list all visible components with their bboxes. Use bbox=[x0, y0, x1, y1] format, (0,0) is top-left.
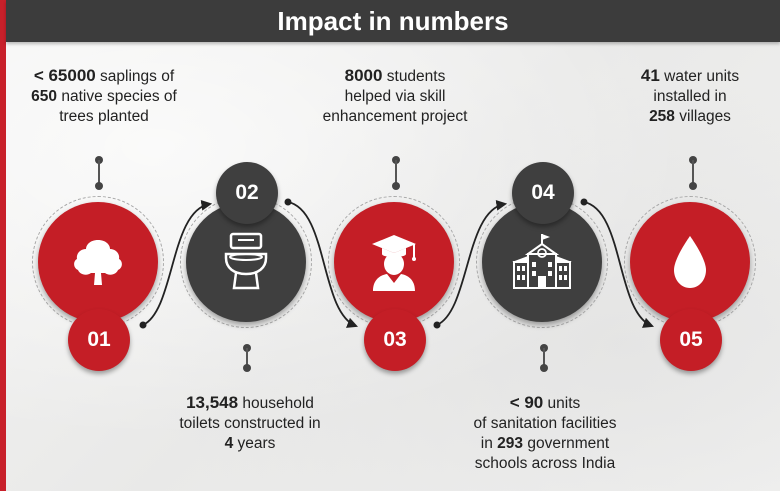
tree-icon bbox=[74, 240, 122, 285]
pin-03 bbox=[395, 160, 397, 186]
pin-01 bbox=[98, 160, 100, 186]
pin-dot-03-bottom bbox=[392, 182, 400, 190]
stat-text-01: < 65000 saplings of 650 native species o… bbox=[31, 66, 177, 125]
arrow-02-start-dot bbox=[284, 198, 292, 206]
circle-03 bbox=[334, 202, 454, 322]
circle-05 bbox=[630, 202, 750, 322]
pin-dot-01-bottom bbox=[95, 182, 103, 190]
pin-dot-05-bottom bbox=[689, 182, 697, 190]
circle-04 bbox=[482, 202, 602, 322]
water-drop-icon bbox=[674, 236, 706, 288]
toilet-icon bbox=[224, 232, 268, 290]
stat-text-05: 41 water units installed in 258 villages bbox=[640, 66, 740, 125]
graduate-icon bbox=[372, 235, 416, 291]
arrow-03-to-04 bbox=[436, 199, 508, 326]
arrow-03-start-dot bbox=[433, 321, 441, 329]
pin-05 bbox=[692, 160, 694, 186]
pin-dot-02-bottom bbox=[243, 364, 251, 372]
number-badge-05: 05 bbox=[660, 309, 722, 371]
arrow-02-to-03 bbox=[287, 201, 359, 328]
number-badge-03: 03 bbox=[364, 309, 426, 371]
arrow-01-start-dot bbox=[139, 321, 147, 329]
pin-dot-04-bottom bbox=[540, 364, 548, 372]
pin-04 bbox=[543, 348, 545, 368]
arrow-04-to-05 bbox=[583, 201, 655, 328]
arrow-04-start-dot bbox=[580, 198, 588, 206]
page-title: Impact in numbers bbox=[6, 0, 780, 42]
pin-02 bbox=[246, 348, 248, 368]
number-badge-04: 04 bbox=[512, 162, 574, 224]
school-building-icon bbox=[512, 234, 572, 289]
stat-text-03: 8000 students helped via skill enhanceme… bbox=[322, 66, 468, 125]
stat-text-04: < 90 units of sanitation facilities in 2… bbox=[473, 393, 617, 472]
arrow-01-to-02 bbox=[142, 199, 213, 326]
side-accent-rule bbox=[0, 0, 6, 491]
number-badge-01: 01 bbox=[68, 309, 130, 371]
circle-01 bbox=[38, 202, 158, 322]
stat-text-02: 13,548 household toilets constructed in … bbox=[179, 393, 321, 452]
number-badge-02: 02 bbox=[216, 162, 278, 224]
